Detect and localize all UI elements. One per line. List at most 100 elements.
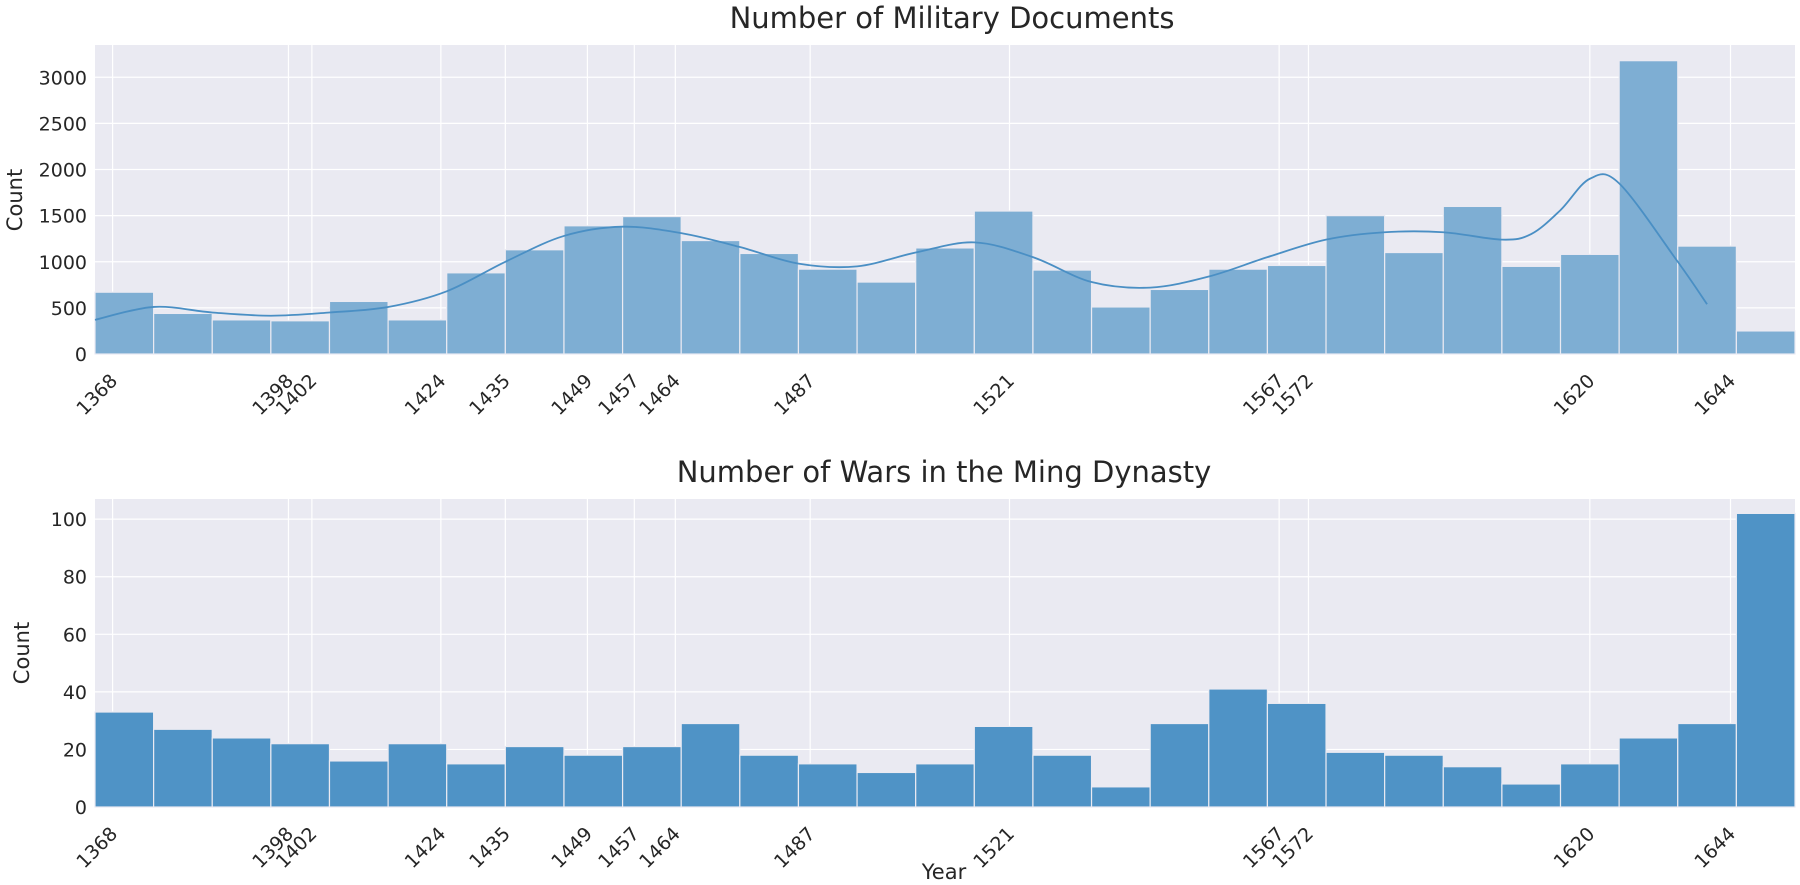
y-tick-label: 1500: [39, 206, 87, 228]
chart-title: Number of Wars in the Ming Dynasty: [677, 455, 1212, 489]
y-tick-label: 0: [75, 797, 87, 819]
bar: [1384, 754, 1444, 808]
y-tick-label: 60: [63, 624, 87, 646]
x-tick-label: 1644: [1690, 823, 1740, 873]
bar: [211, 319, 272, 355]
x-tick-label: 1487: [770, 823, 820, 873]
bar: [1266, 702, 1327, 808]
y-ticks: 0 20 40 60 80 100: [51, 509, 87, 819]
bar: [973, 725, 1034, 808]
chart-title: Number of Military Documents: [730, 1, 1175, 35]
kde-line: [94, 173, 1708, 321]
x-axis-label: Year: [921, 860, 967, 884]
y-tick-label: 500: [51, 298, 87, 320]
bar: [1384, 251, 1444, 355]
bar: [94, 291, 155, 355]
bar: [1149, 722, 1210, 808]
x-tick-label: 1368: [72, 823, 122, 873]
bar: [1559, 763, 1620, 808]
bar: [1442, 766, 1503, 808]
bar: [94, 711, 155, 808]
bar: [621, 745, 682, 808]
x-tick-label: 1424: [401, 823, 451, 873]
x-tick-label: 1457: [594, 823, 644, 873]
bar: [504, 745, 565, 808]
bar: [211, 737, 272, 808]
x-tick-label: 1449: [547, 370, 597, 420]
x-tick-label: 1435: [465, 823, 515, 873]
bar: [1032, 269, 1093, 355]
bar: [1325, 751, 1386, 808]
bar: [1208, 268, 1269, 355]
x-tick-label: 1424: [401, 370, 451, 420]
x-tick-label: 1457: [594, 370, 644, 420]
bar: [1032, 754, 1093, 808]
bar: [1090, 786, 1151, 808]
bar: [973, 210, 1034, 355]
bar: [856, 281, 917, 355]
bar: [680, 722, 741, 808]
bar: [739, 754, 800, 808]
y-tick-label: 0: [75, 344, 87, 366]
x-tick-label: 1449: [547, 823, 597, 873]
x-tick-label: 1521: [969, 370, 1019, 420]
bar: [1559, 253, 1620, 355]
bar: [270, 320, 331, 355]
x-tick-label: 1368: [72, 370, 122, 420]
x-tick-label: 1464: [635, 370, 685, 420]
bar: [387, 319, 448, 355]
bar: [1325, 215, 1386, 355]
bar: [621, 215, 682, 355]
y-axis-label: Count: [10, 622, 34, 684]
bar: [1208, 688, 1269, 808]
y-axis-label: Count: [3, 169, 27, 231]
bar: [153, 728, 213, 808]
bar: [1735, 330, 1796, 355]
bar: [270, 743, 331, 808]
chart-military-documents: Number of Military Documents 0 500 1000 150…: [3, 1, 1796, 420]
bar: [1149, 288, 1210, 355]
bar: [446, 763, 506, 808]
x-tick-label: 1644: [1690, 370, 1740, 420]
y-tick-label: 100: [51, 509, 87, 531]
bar: [446, 272, 506, 355]
x-tick-label: 1521: [969, 823, 1019, 873]
bar: [1501, 265, 1562, 355]
bar: [856, 771, 917, 808]
bar: [797, 268, 858, 355]
bar: [915, 763, 975, 808]
bar: [1677, 245, 1737, 355]
bar: [1090, 306, 1151, 355]
bar: [797, 763, 858, 808]
y-tick-label: 20: [63, 739, 87, 761]
x-tick-label: 1620: [1550, 370, 1600, 420]
bar: [680, 239, 741, 355]
bar: [915, 247, 975, 355]
y-ticks: 0 500 1000 1500 2000 2500 3000: [39, 67, 87, 366]
bar: [563, 225, 624, 355]
plot-background: [95, 499, 1795, 807]
bar: [387, 743, 448, 808]
x-tick-label: 1620: [1550, 823, 1600, 873]
bar: [1735, 512, 1796, 808]
x-tick-label: 1435: [465, 370, 515, 420]
y-tick-label: 40: [63, 682, 87, 704]
bar: [328, 300, 389, 355]
y-tick-label: 2000: [39, 160, 87, 182]
y-tick-label: 3000: [39, 67, 87, 89]
y-tick-label: 80: [63, 567, 87, 589]
bar: [1501, 783, 1562, 808]
x-tick-label: 1464: [635, 823, 685, 873]
bars: [94, 512, 1796, 808]
x-tick-label: 1487: [770, 370, 820, 420]
bar: [1618, 60, 1679, 355]
bar: [739, 252, 800, 355]
bar: [1442, 205, 1503, 355]
bar: [563, 754, 624, 808]
kde-curve: [94, 173, 1708, 321]
bar: [1618, 737, 1679, 808]
chart-wars-ming-dynasty: Number of Wars in the Ming Dynasty 0 20 40…: [10, 455, 1796, 884]
